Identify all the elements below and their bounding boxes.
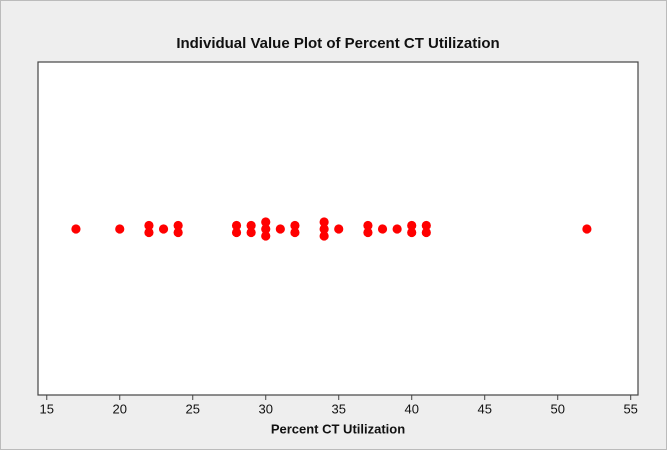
x-tick-label: 55: [623, 401, 637, 416]
dot: [377, 224, 388, 234]
dot: [115, 224, 125, 234]
dot: [407, 220, 417, 231]
dot: [231, 227, 242, 238]
dot: [319, 224, 329, 234]
dot: [290, 227, 300, 238]
x-tick-label: 40: [404, 401, 418, 416]
dot: [246, 227, 256, 238]
x-tick-label: 15: [40, 401, 54, 416]
dot: [319, 217, 329, 227]
dot: [231, 220, 242, 231]
dot: [582, 224, 592, 234]
x-tick-label: 45: [477, 401, 491, 416]
dot: [158, 224, 169, 234]
dot: [363, 227, 373, 238]
x-axis-label: Percent CT Utilization: [271, 421, 405, 436]
dot: [290, 220, 300, 231]
dot: [71, 224, 81, 234]
dot: [421, 220, 431, 231]
dot: [392, 224, 402, 234]
dot: [261, 224, 271, 234]
x-tick-label: 50: [550, 401, 564, 416]
dot: [173, 227, 183, 238]
dot: [173, 220, 183, 231]
x-tick-label: 25: [186, 401, 200, 416]
dot: [261, 217, 271, 227]
dot: [407, 227, 417, 238]
x-tick-label: 20: [113, 401, 127, 416]
x-tick-label: 30: [259, 401, 273, 416]
dot: [363, 220, 373, 231]
dot: [275, 224, 285, 234]
dot: [246, 220, 256, 231]
x-tick-label: 35: [331, 401, 345, 416]
chart-title: Individual Value Plot of Percent CT Util…: [176, 35, 499, 52]
dot: [144, 227, 154, 238]
dot: [334, 224, 344, 234]
dot: [319, 231, 329, 241]
dot: [144, 220, 154, 231]
dot: [261, 231, 271, 241]
dot: [421, 227, 431, 238]
